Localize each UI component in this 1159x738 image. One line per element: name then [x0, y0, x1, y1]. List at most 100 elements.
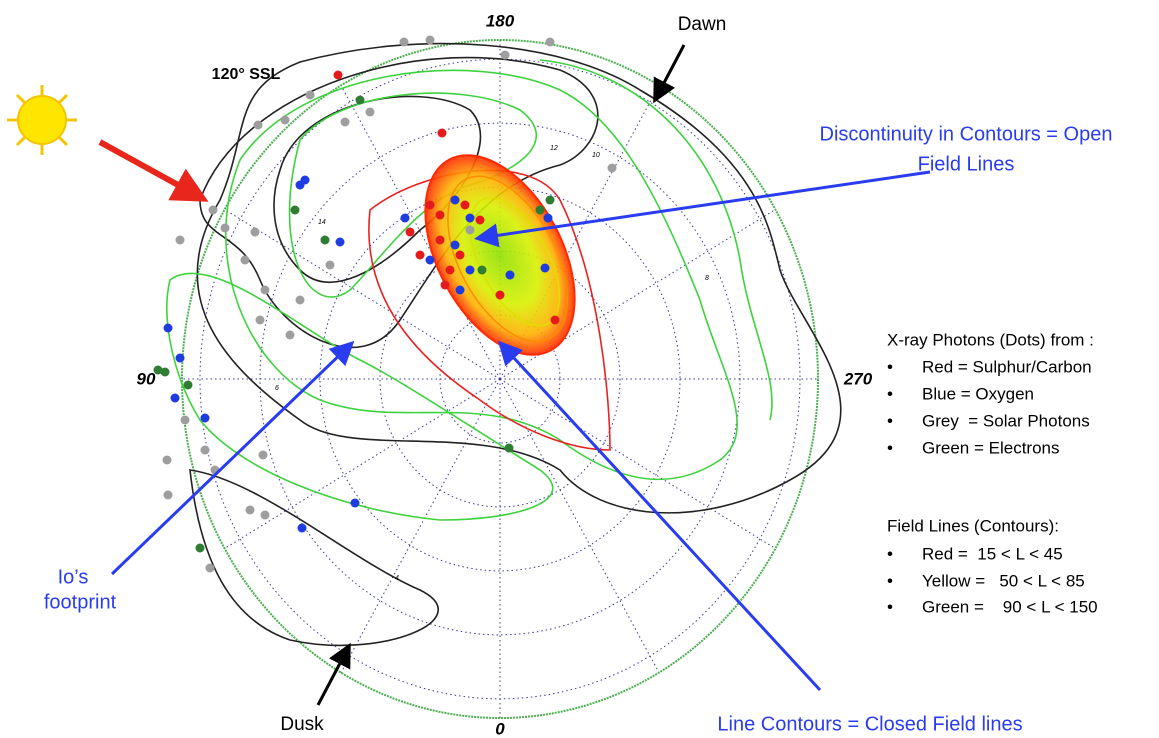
photon-dot — [465, 213, 475, 223]
sun — [7, 85, 77, 155]
photon-dot — [253, 120, 263, 130]
contour-label: 12 — [550, 145, 558, 152]
annotation: Io’s — [58, 566, 89, 588]
photon-dot — [240, 255, 250, 265]
photon-dot — [220, 223, 230, 233]
grid-circle — [379, 250, 621, 508]
svg-text:•: • — [887, 597, 893, 616]
svg-text:•: • — [887, 571, 893, 590]
grid-spoke — [224, 378, 501, 549]
legend-item: Grey = Solar Photons — [922, 411, 1090, 430]
photon-dot — [540, 263, 550, 273]
photon-dot — [435, 235, 445, 245]
photon-dot — [285, 330, 295, 340]
photon-dot — [340, 117, 350, 127]
photon-dot — [153, 365, 163, 375]
photon-dot — [175, 353, 185, 363]
svg-text:•: • — [887, 384, 893, 403]
contour-label: 8 — [705, 275, 709, 282]
legend-title: Field Lines (Contours): — [887, 516, 1059, 535]
angle-label: 90 — [137, 369, 156, 388]
photon-dot — [200, 445, 210, 455]
legend-title: X-ray Photons (Dots) from : — [887, 330, 1094, 349]
grid-spoke — [340, 378, 501, 673]
contour-label: 14 — [318, 219, 326, 226]
photon-dot — [435, 210, 445, 220]
arrow — [474, 170, 931, 248]
legend-item: Blue = Oxygen — [922, 384, 1034, 403]
photon-dot — [440, 280, 450, 290]
photon-dots — [153, 35, 617, 573]
photon-dot — [545, 195, 555, 205]
photon-dot — [477, 265, 487, 275]
photon-dot — [475, 215, 485, 225]
photon-dot — [607, 163, 617, 173]
photon-dot — [350, 498, 360, 508]
open-field-oval — [424, 154, 576, 356]
photon-dot — [333, 70, 343, 80]
photon-dot — [425, 255, 435, 265]
photon-dot — [355, 95, 365, 105]
photon-dot — [550, 315, 560, 325]
arrow — [316, 642, 351, 706]
photon-dot — [465, 225, 475, 235]
outer-circle — [181, 39, 819, 719]
photon-dot — [500, 50, 510, 60]
photon-dot — [450, 195, 460, 205]
legend: X-ray Photons (Dots) from : • Red = Sulph… — [887, 330, 1098, 616]
angle-label: 270 — [843, 369, 873, 388]
polar-grid — [182, 40, 818, 718]
photon-dot — [425, 35, 435, 45]
photon-dot — [415, 250, 425, 260]
dusk-label: Dusk — [280, 714, 324, 735]
ssl-label: 120° SSL — [212, 66, 281, 83]
photon-dot — [335, 237, 345, 247]
photon-dot — [445, 265, 455, 275]
svg-text:•: • — [887, 544, 893, 563]
photon-dot — [250, 227, 260, 237]
photon-dot — [183, 380, 193, 390]
photon-dot — [535, 205, 545, 215]
photon-dot — [180, 415, 190, 425]
photon-dot — [405, 227, 415, 237]
photon-dot — [325, 260, 335, 270]
legend-item: Red = 15 < L < 45 — [922, 544, 1063, 563]
annotation: Discontinuity in Contours = Open — [820, 123, 1113, 145]
photon-dot — [258, 450, 268, 460]
sun-arrow — [98, 139, 209, 202]
arrow — [653, 44, 686, 104]
legend-item: Red = Sulphur/Carbon — [922, 357, 1092, 376]
photon-dot — [163, 323, 173, 333]
photon-dot — [505, 270, 515, 280]
contour-label: 6 — [275, 385, 279, 392]
photon-dot — [295, 295, 305, 305]
photon-dot — [543, 213, 553, 223]
photon-dot — [425, 200, 435, 210]
legend-item: Yellow = 50 < L < 85 — [922, 571, 1085, 590]
photon-dot — [455, 250, 465, 260]
photon-dot — [460, 200, 470, 210]
photon-dot — [260, 285, 270, 295]
arrow — [497, 340, 822, 692]
photon-dot — [195, 543, 205, 553]
photon-dot — [399, 37, 409, 47]
annotation: footprint — [44, 591, 117, 613]
arrow — [110, 340, 355, 576]
angle-label: 180 — [486, 11, 515, 30]
contour-label: 4 — [395, 575, 399, 582]
annotation: Line Contours = Closed Field lines — [717, 713, 1022, 735]
photon-dot — [305, 90, 315, 100]
photon-dot — [208, 205, 218, 215]
svg-text:•: • — [887, 357, 893, 376]
photon-dot — [320, 235, 330, 245]
svg-text:•: • — [887, 411, 893, 430]
angle-label: 0 — [495, 719, 505, 738]
photon-dot — [504, 443, 514, 453]
photon-dot — [245, 505, 255, 515]
photon-dot — [260, 510, 270, 520]
photon-dot — [205, 563, 215, 573]
photon-dot — [280, 115, 290, 125]
photon-dot — [455, 285, 465, 295]
legend-item: Green = 90 < L < 150 — [922, 597, 1098, 616]
photon-dot — [495, 290, 505, 300]
